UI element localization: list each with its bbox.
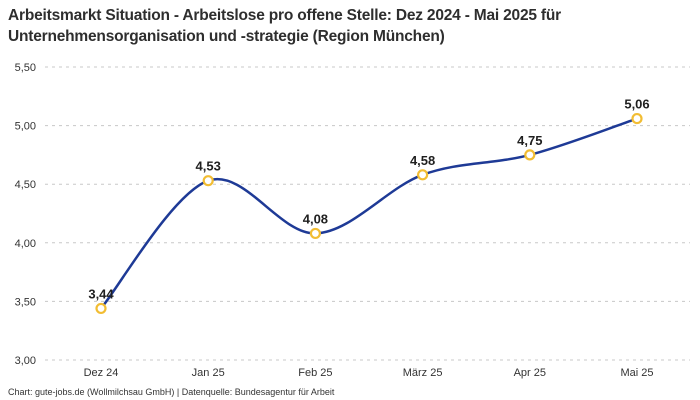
data-point-marker[interactable] xyxy=(524,149,536,161)
series-layer xyxy=(95,112,643,315)
data-point-label: 4,53 xyxy=(196,159,221,174)
chart-title-line2: Unternehmensorganisation und -strategie … xyxy=(8,28,445,45)
data-point-marker[interactable] xyxy=(95,302,107,315)
data-label-layer: 3,44 4,53 4,08 4,58 4,75 5,06 xyxy=(88,97,649,302)
data-point-marker[interactable] xyxy=(202,175,214,187)
x-tick-label: Mai 25 xyxy=(620,367,653,379)
data-point-marker[interactable] xyxy=(309,227,321,240)
chart-title-line1: Arbeitsmarkt Situation - Arbeitslose pro… xyxy=(8,7,561,24)
y-tick-label: 3,00 xyxy=(15,355,36,367)
grid-layer xyxy=(45,66,690,361)
x-tick-label: März 25 xyxy=(403,367,443,379)
chart-footer: Chart: gute-jobs.de (Wollmilchsau GmbH) … xyxy=(8,387,335,397)
data-point-marker[interactable] xyxy=(417,169,429,181)
data-point-label: 3,44 xyxy=(88,286,114,301)
x-tick-label: Feb 25 xyxy=(298,367,332,379)
x-tick-label: Jan 25 xyxy=(192,367,225,379)
y-tick-label: 3,50 xyxy=(15,296,36,308)
y-tick-label: 4,50 xyxy=(15,179,36,191)
series-line xyxy=(99,117,639,310)
y-tick-label: 5,00 xyxy=(15,121,36,133)
data-point-label: 4,75 xyxy=(517,133,542,148)
y-tick-label: 4,00 xyxy=(15,238,36,250)
data-point-label: 4,58 xyxy=(410,153,435,168)
data-point-label: 4,08 xyxy=(303,211,328,226)
data-point-label: 5,06 xyxy=(624,97,649,112)
chart-title: Arbeitsmarkt Situation - Arbeitslose pro… xyxy=(8,5,688,47)
axis-layer: 3,00 3,50 4,00 4,50 5,00 5,50 Dez 24 Jan 25 Feb … xyxy=(15,62,654,379)
y-tick-label: 5,50 xyxy=(15,62,36,74)
x-tick-label: Dez 24 xyxy=(84,367,119,379)
data-point-marker[interactable] xyxy=(631,112,643,125)
x-tick-label: Apr 25 xyxy=(514,367,546,379)
